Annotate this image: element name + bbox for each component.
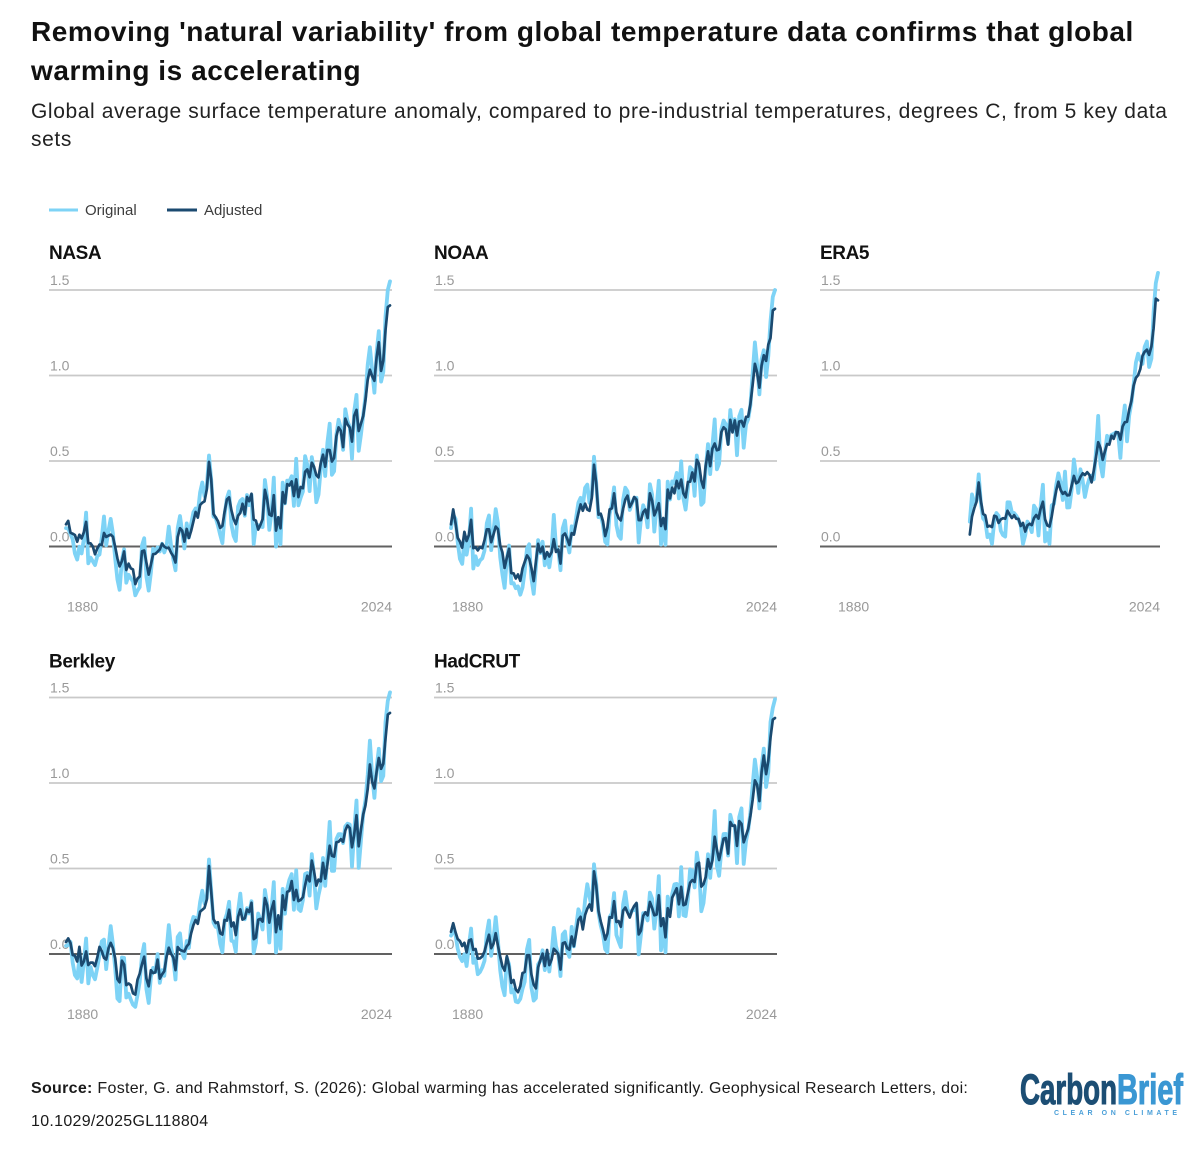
svg-text:Adjusted: Adjusted [204,202,262,219]
svg-text:1.5: 1.5 [50,680,70,696]
svg-text:1.0: 1.0 [435,765,455,781]
svg-text:1880: 1880 [67,1006,98,1022]
svg-text:1.5: 1.5 [435,680,455,696]
svg-text:1880: 1880 [452,599,483,615]
svg-text:Original: Original [85,202,137,219]
svg-text:1880: 1880 [838,599,869,615]
svg-text:2024: 2024 [746,1006,777,1022]
svg-text:Carbon: Carbon [1020,1068,1117,1114]
svg-text:0.0: 0.0 [435,529,455,545]
svg-text:1.0: 1.0 [50,358,70,374]
svg-text:2024: 2024 [361,1006,392,1022]
svg-text:1.5: 1.5 [821,272,841,288]
svg-text:1.0: 1.0 [821,358,841,374]
svg-text:0.5: 0.5 [821,443,841,459]
svg-text:2024: 2024 [1129,599,1160,615]
svg-text:1.0: 1.0 [50,765,70,781]
svg-text:ERA5: ERA5 [820,243,870,264]
svg-text:NASA: NASA [49,243,102,264]
svg-text:1.5: 1.5 [50,272,70,288]
svg-text:1.5: 1.5 [435,272,455,288]
svg-text:2024: 2024 [361,599,392,615]
svg-text:0.5: 0.5 [50,851,70,867]
svg-text:0.0: 0.0 [435,936,455,952]
svg-text:0.0: 0.0 [50,936,70,952]
svg-text:0.0: 0.0 [821,529,841,545]
svg-text:0.0: 0.0 [50,529,70,545]
svg-text:0.5: 0.5 [435,443,455,459]
svg-text:Brief: Brief [1117,1068,1183,1114]
svg-text:CLEAR ON CLIMATE: CLEAR ON CLIMATE [1054,1110,1181,1117]
svg-text:HadCRUT: HadCRUT [434,652,521,673]
svg-text:2024: 2024 [746,599,777,615]
svg-text:1.0: 1.0 [435,358,455,374]
svg-text:NOAA: NOAA [434,243,489,264]
svg-text:1880: 1880 [67,599,98,615]
svg-text:Berkley: Berkley [49,652,116,673]
svg-text:0.5: 0.5 [435,851,455,867]
svg-text:0.5: 0.5 [50,443,70,459]
svg-text:1880: 1880 [452,1006,483,1022]
